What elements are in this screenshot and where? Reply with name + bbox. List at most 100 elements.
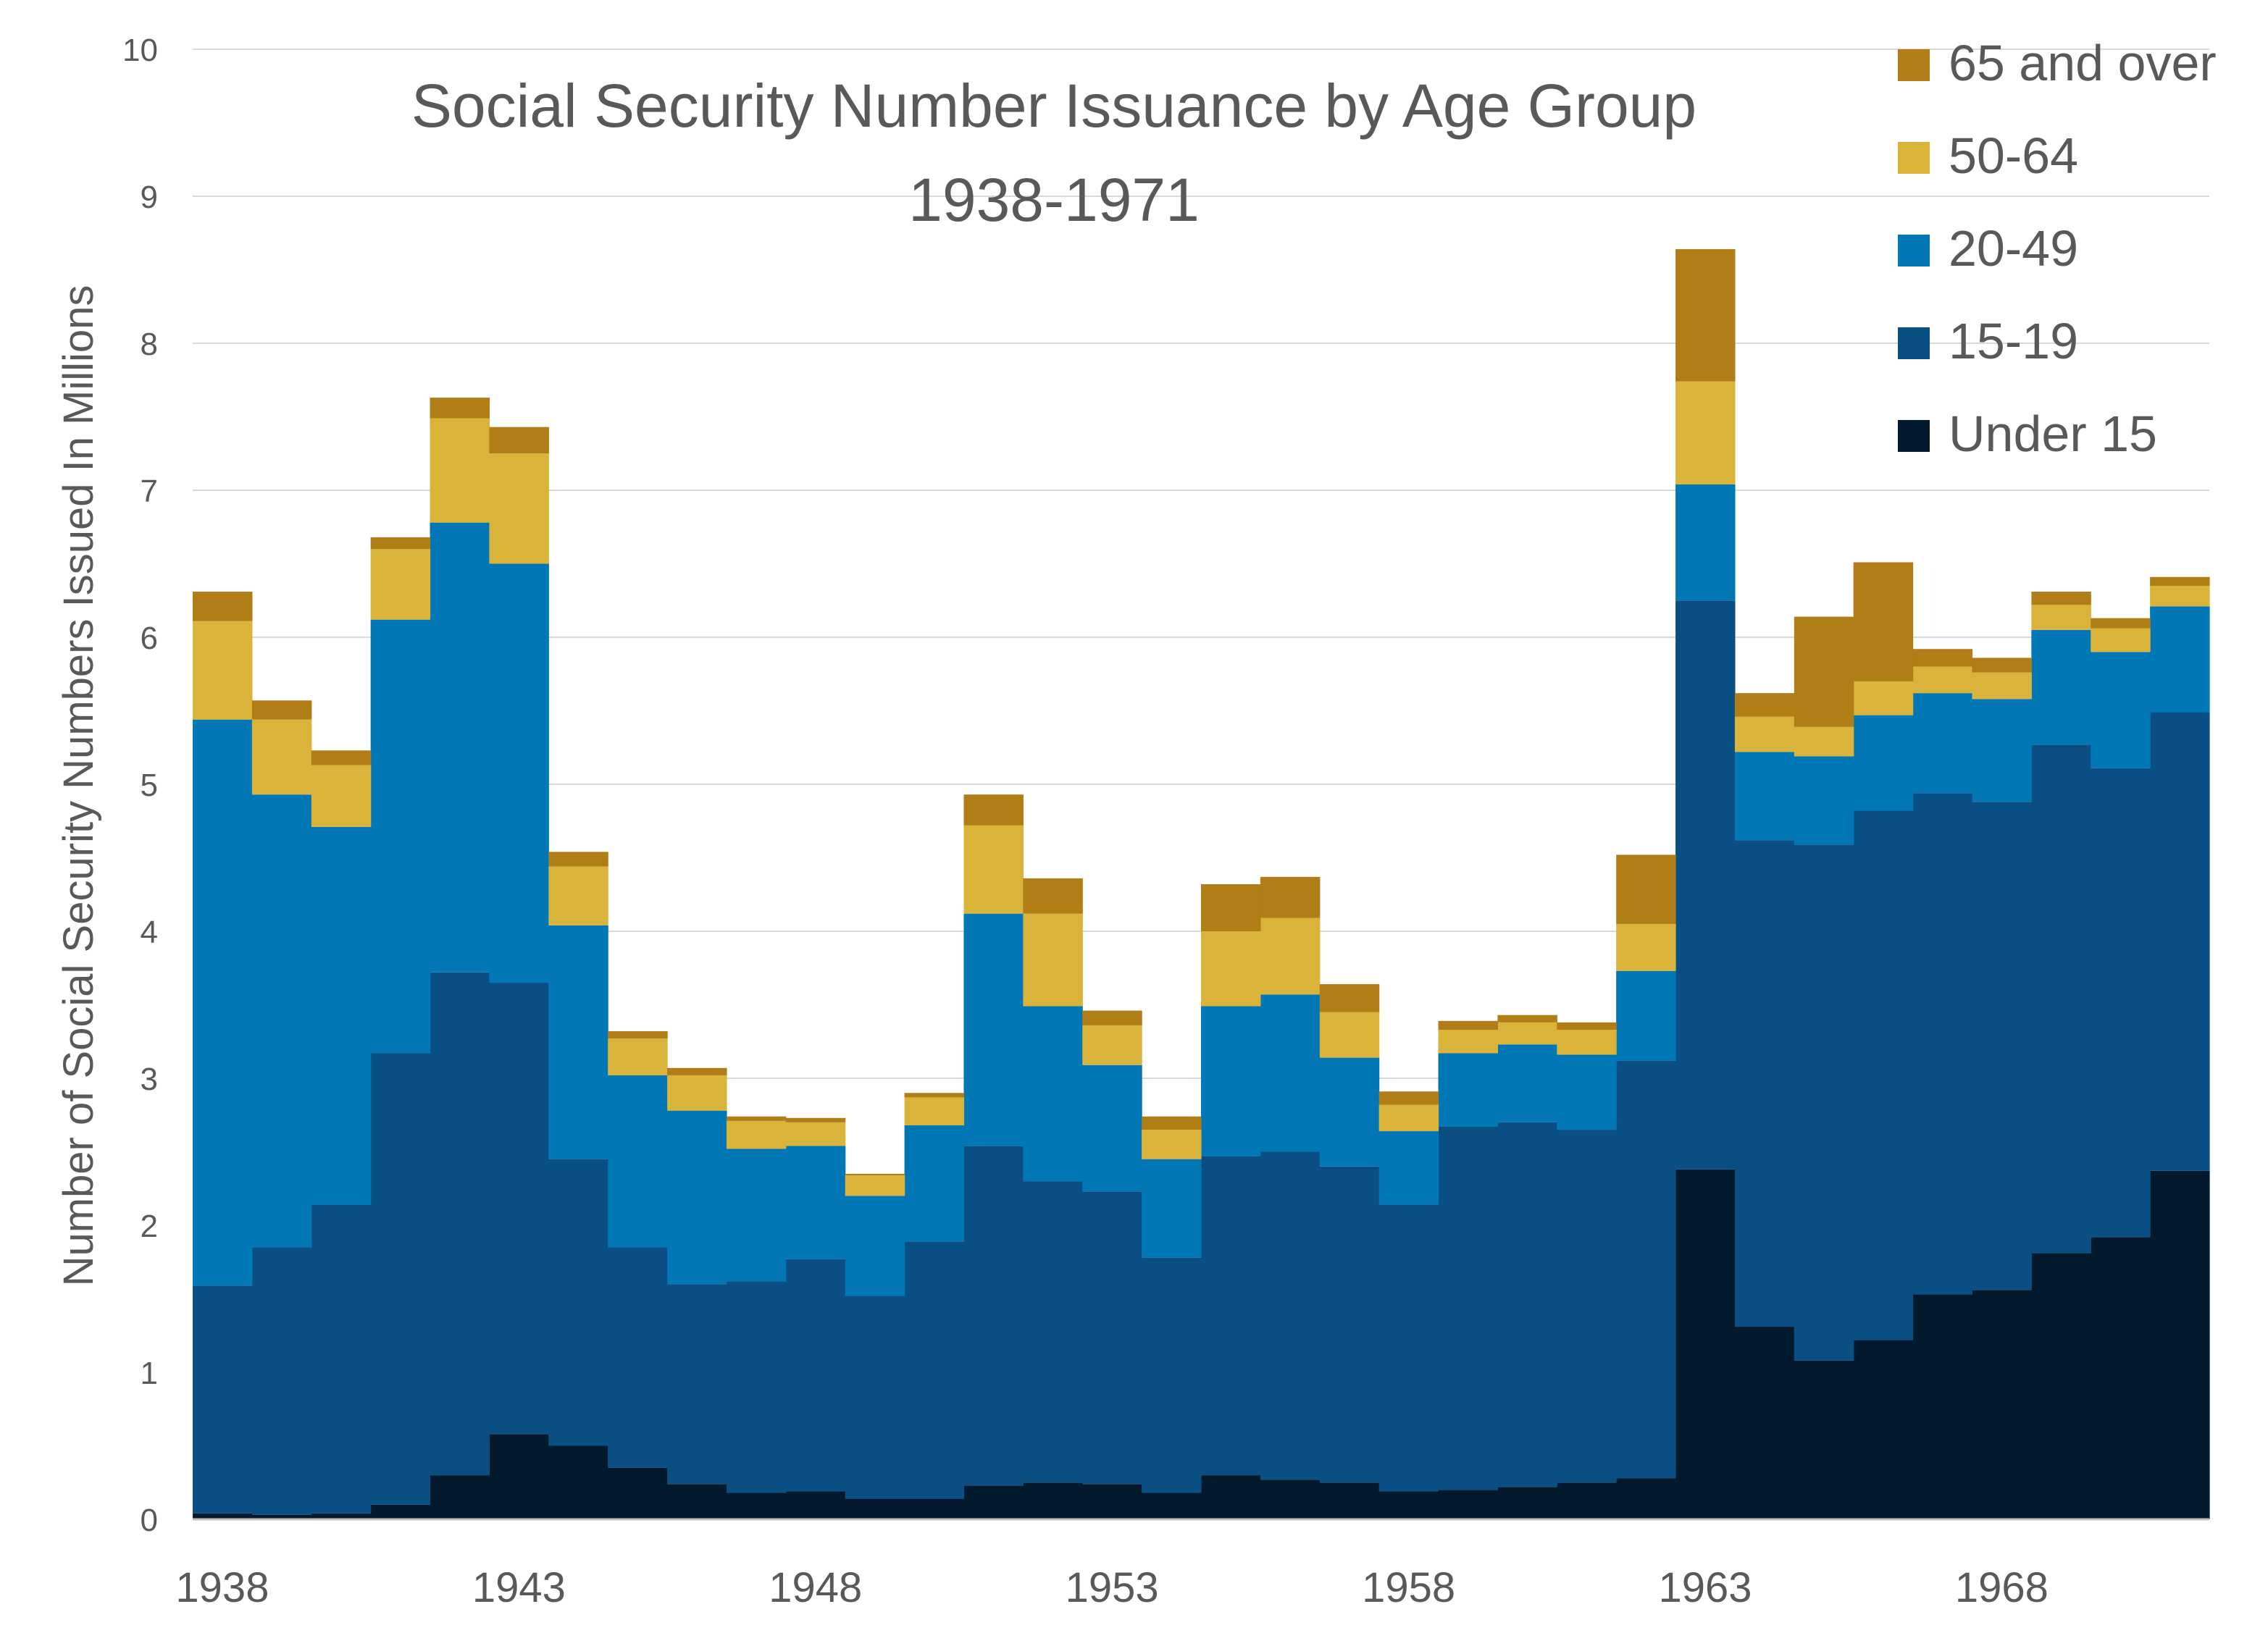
bar-segment-1951-15-19 [963, 1146, 1024, 1486]
bar-segment-1938-under-15 [193, 1513, 253, 1519]
x-tick-label: 1938 [175, 1564, 269, 1611]
bar-segment-1940-20-49 [311, 826, 372, 1205]
bar-segment-1956-50-64 [1260, 918, 1321, 995]
bar-segment-1953-50-64 [1082, 1025, 1142, 1065]
bar-segment-1958-50-64 [1378, 1104, 1439, 1132]
bar-segment-1951-under-15 [963, 1485, 1024, 1519]
bar-segment-1969-under-15 [2031, 1253, 2091, 1519]
bar-segment-1943-65-and-over [489, 427, 549, 454]
bar-segment-1964-65-and-over [1734, 693, 1795, 717]
bar-segment-1939-15-19 [251, 1247, 312, 1515]
legend-label: 15-19 [1949, 313, 2078, 369]
bar-segment-1950-65-and-over [904, 1093, 965, 1098]
legend-swatch [1898, 49, 1930, 81]
bar-segment-1944-15-19 [548, 1159, 608, 1446]
bar-segment-1967-15-19 [1912, 793, 1973, 1295]
bar-segment-1944-under-15 [548, 1445, 608, 1519]
bar-segment-1952-20-49 [1023, 1006, 1083, 1182]
bar-segment-1967-under-15 [1912, 1294, 1973, 1519]
bar-segment-1941-50-64 [370, 549, 431, 620]
legend-swatch [1898, 420, 1930, 452]
bar-segment-1954-20-49 [1142, 1159, 1202, 1258]
y-tick-label: 8 [141, 327, 158, 362]
bar-segment-1948-15-19 [785, 1259, 846, 1492]
bar-segment-1946-15-19 [667, 1284, 727, 1485]
y-axis-label: Number of Social Security Numbers Issued… [55, 285, 102, 1287]
bar-segment-1963-under-15 [1675, 1169, 1736, 1519]
bar-segment-1954-15-19 [1142, 1257, 1202, 1493]
bar-segment-1959-50-64 [1438, 1030, 1499, 1054]
bar-segment-1958-under-15 [1378, 1491, 1439, 1519]
bar-segment-1971-under-15 [2150, 1170, 2210, 1519]
bar-segment-1949-under-15 [845, 1498, 905, 1519]
bar-segment-1961-15-19 [1557, 1130, 1617, 1483]
bar-segment-1962-50-64 [1616, 923, 1676, 971]
bar-segment-1939-under-15 [251, 1514, 312, 1519]
bar-segment-1947-65-and-over [726, 1116, 787, 1121]
bar-segment-1959-65-and-over [1438, 1020, 1499, 1030]
bar-segment-1967-50-64 [1912, 666, 1973, 694]
bar-segment-1968-15-19 [1972, 802, 2032, 1290]
bar-segment-1971-20-49 [2150, 606, 2210, 713]
bar-segment-1956-20-49 [1260, 994, 1321, 1152]
bar-segment-1948-under-15 [785, 1491, 846, 1519]
bar-segment-1955-50-64 [1201, 931, 1261, 1007]
bar-segment-1943-15-19 [489, 983, 549, 1435]
bar-segment-1944-50-64 [548, 866, 608, 925]
bar-segment-1945-20-49 [608, 1075, 668, 1248]
bar-segment-1970-20-49 [2091, 652, 2151, 768]
bar-segment-1942-20-49 [430, 522, 490, 973]
bar-segment-1965-15-19 [1794, 844, 1854, 1361]
bar-segment-1953-20-49 [1082, 1065, 1142, 1192]
bar-segment-1970-65-and-over [2091, 618, 2151, 629]
legend-swatch [1898, 235, 1930, 266]
legend-label: 50-64 [1949, 127, 2078, 184]
y-tick-label: 3 [141, 1062, 158, 1097]
bar-segment-1949-20-49 [845, 1196, 905, 1296]
bar-segment-1952-65-and-over [1023, 878, 1083, 914]
bar-segment-1961-65-and-over [1557, 1022, 1617, 1030]
bar-segment-1962-65-and-over [1616, 855, 1676, 924]
x-tick-label: 1943 [472, 1564, 566, 1611]
bar-segment-1952-50-64 [1023, 913, 1083, 1007]
bar-segment-1940-65-and-over [311, 750, 372, 765]
bar-segment-1963-65-and-over [1675, 249, 1736, 382]
y-tick-label: 7 [141, 474, 158, 509]
x-tick-label: 1958 [1362, 1564, 1455, 1611]
legend-label: 20-49 [1949, 220, 2078, 277]
y-tick-label: 2 [141, 1209, 158, 1244]
bar-segment-1939-65-and-over [251, 700, 312, 720]
bar-segment-1958-15-19 [1378, 1204, 1439, 1492]
bar-segment-1967-65-and-over [1912, 649, 1973, 667]
bar-segment-1949-15-19 [845, 1296, 905, 1499]
bar-segment-1963-20-49 [1675, 484, 1736, 601]
bar-segment-1941-15-19 [370, 1053, 431, 1505]
bar-segment-1953-15-19 [1082, 1191, 1142, 1485]
bar-segment-1954-under-15 [1142, 1492, 1202, 1519]
bar-segment-1964-under-15 [1734, 1327, 1795, 1519]
bar-segment-1965-under-15 [1794, 1360, 1854, 1519]
bar-segment-1962-15-19 [1616, 1060, 1676, 1479]
bar-segment-1939-20-49 [251, 794, 312, 1248]
bar-segment-1969-15-19 [2031, 744, 2091, 1254]
bar-segment-1950-15-19 [904, 1241, 965, 1499]
bar-segment-1944-65-and-over [548, 852, 608, 867]
bar-segment-1966-65-and-over [1853, 562, 1914, 681]
bar-segment-1943-20-49 [489, 563, 549, 983]
bar-segment-1969-65-and-over [2031, 592, 2091, 605]
bar-segment-1938-20-49 [193, 719, 253, 1286]
bar-segment-1958-20-49 [1378, 1131, 1439, 1205]
bar-segment-1970-15-19 [2091, 768, 2151, 1238]
bar-segment-1966-20-49 [1853, 715, 1914, 811]
bar-segment-1969-20-49 [2031, 629, 2091, 745]
bar-segment-1939-50-64 [251, 719, 312, 795]
bar-segment-1960-50-64 [1497, 1022, 1557, 1045]
bar-segment-1956-under-15 [1260, 1479, 1321, 1519]
bar-segment-1956-65-and-over [1260, 876, 1321, 918]
bar-segment-1951-65-and-over [963, 794, 1024, 826]
bar-segment-1945-65-and-over [608, 1031, 668, 1039]
bar-segment-1943-50-64 [489, 453, 549, 564]
bar-segment-1946-under-15 [667, 1484, 727, 1519]
bar-segment-1962-20-49 [1616, 970, 1676, 1061]
